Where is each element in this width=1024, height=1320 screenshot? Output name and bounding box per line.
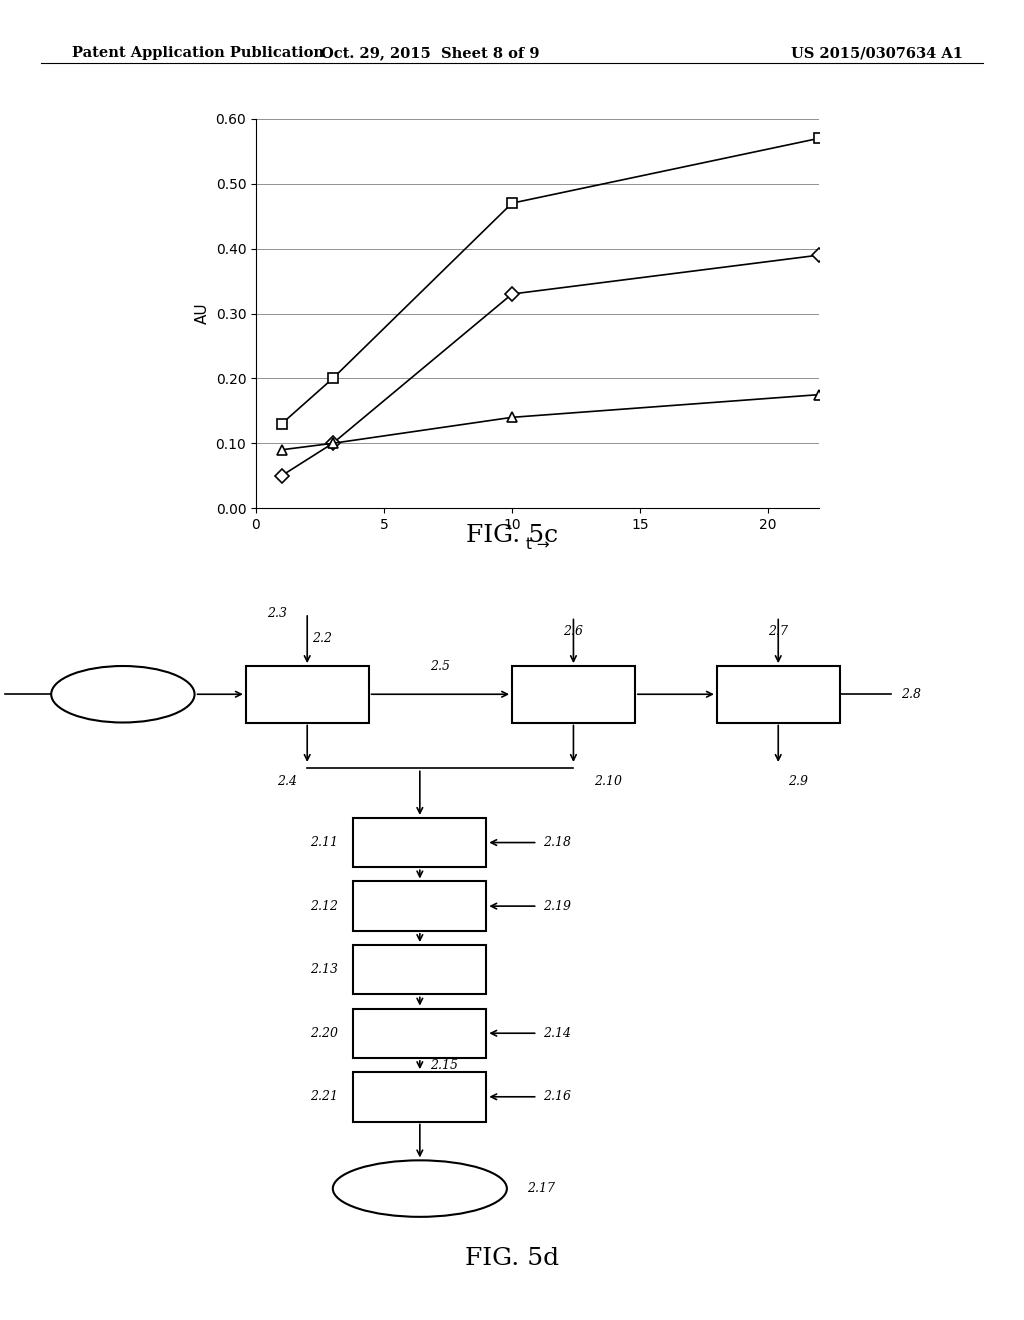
Text: 2.8: 2.8 xyxy=(901,688,922,701)
Ellipse shape xyxy=(51,667,195,722)
Text: Oct. 29, 2015  Sheet 8 of 9: Oct. 29, 2015 Sheet 8 of 9 xyxy=(321,46,540,61)
Text: 2.19: 2.19 xyxy=(543,900,570,912)
Text: 2.10: 2.10 xyxy=(594,775,622,788)
Text: 2.15: 2.15 xyxy=(430,1059,458,1072)
FancyBboxPatch shape xyxy=(512,667,635,722)
Text: 2.9: 2.9 xyxy=(788,775,809,788)
Text: 2.6: 2.6 xyxy=(563,624,584,638)
Text: 2.18: 2.18 xyxy=(543,836,570,849)
Text: 2.14: 2.14 xyxy=(543,1027,570,1040)
Text: 2.17: 2.17 xyxy=(527,1183,555,1195)
Text: 2.21: 2.21 xyxy=(310,1090,338,1104)
FancyBboxPatch shape xyxy=(717,667,840,722)
Text: 2.4: 2.4 xyxy=(276,775,297,788)
X-axis label: t →: t → xyxy=(525,537,550,553)
FancyBboxPatch shape xyxy=(353,818,486,867)
Text: 2.3: 2.3 xyxy=(266,607,287,620)
Text: 2.16: 2.16 xyxy=(543,1090,570,1104)
FancyBboxPatch shape xyxy=(246,667,369,722)
Text: FIG. 5d: FIG. 5d xyxy=(465,1247,559,1270)
FancyBboxPatch shape xyxy=(353,945,486,994)
Text: Patent Application Publication: Patent Application Publication xyxy=(72,46,324,61)
Text: 2.20: 2.20 xyxy=(310,1027,338,1040)
Y-axis label: AU: AU xyxy=(195,302,210,325)
FancyBboxPatch shape xyxy=(353,1008,486,1057)
Text: 2.12: 2.12 xyxy=(310,900,338,912)
Ellipse shape xyxy=(333,1160,507,1217)
Text: 2.2: 2.2 xyxy=(312,632,333,644)
Text: 2.13: 2.13 xyxy=(310,964,338,977)
Text: 2.11: 2.11 xyxy=(310,836,338,849)
Text: 2.5: 2.5 xyxy=(430,660,451,673)
Text: 2.7: 2.7 xyxy=(768,624,788,638)
FancyBboxPatch shape xyxy=(353,882,486,931)
Text: US 2015/0307634 A1: US 2015/0307634 A1 xyxy=(791,46,963,61)
FancyBboxPatch shape xyxy=(353,1072,486,1122)
Text: FIG. 5c: FIG. 5c xyxy=(466,524,558,546)
